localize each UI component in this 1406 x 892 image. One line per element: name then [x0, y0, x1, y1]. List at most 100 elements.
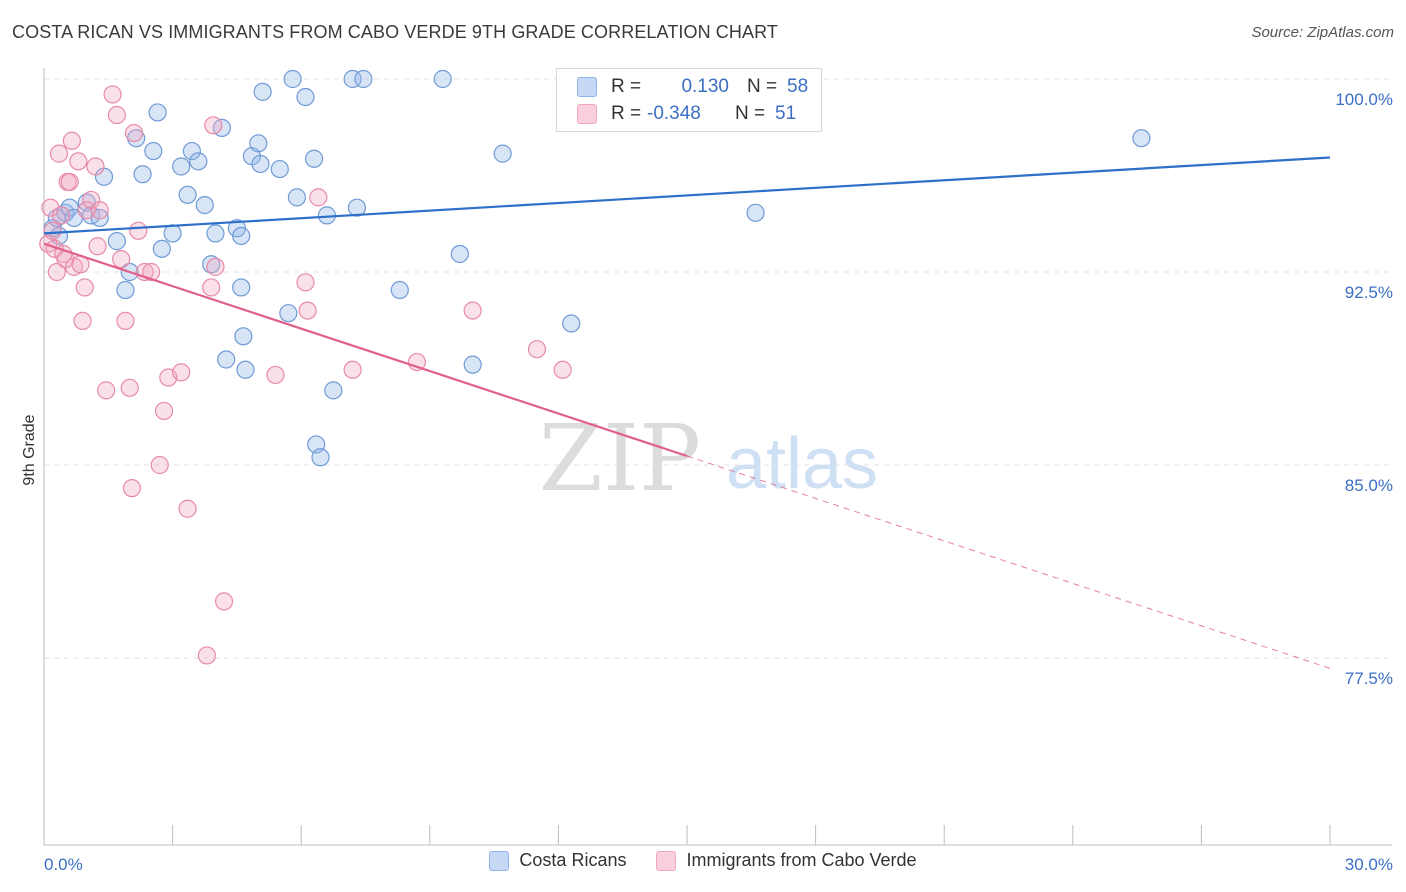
- point-costa-rican: [163, 224, 182, 243]
- point-cabo-verde: [97, 381, 116, 400]
- point-cabo-verde: [527, 340, 547, 359]
- point-cabo-verde: [86, 157, 105, 176]
- point-cabo-verde: [124, 123, 144, 143]
- point-costa-rican: [343, 69, 362, 89]
- point-costa-rican: [107, 232, 126, 251]
- point-costa-rican: [251, 154, 270, 174]
- x-tick-label: 0.0%: [44, 855, 83, 874]
- point-costa-rican: [433, 69, 452, 89]
- source-label: Source: ZipAtlas.com: [1251, 24, 1394, 41]
- point-costa-rican: [324, 381, 343, 400]
- series-legend: Costa Ricans Immigrants from Cabo Verde: [0, 850, 1406, 871]
- point-costa-rican: [493, 144, 512, 163]
- point-costa-rican: [206, 224, 225, 243]
- y-tick-label: 92.5%: [1345, 283, 1393, 302]
- point-cabo-verde: [47, 262, 66, 282]
- legend-swatch-cabo-verde: [656, 850, 677, 871]
- y-tick-label: 85.0%: [1345, 476, 1393, 495]
- trend-line-costa-ricans: [43, 156, 1331, 235]
- point-cabo-verde: [52, 206, 71, 225]
- n-value: 58: [787, 76, 809, 97]
- point-costa-rican: [253, 82, 272, 101]
- point-cabo-verde: [463, 301, 482, 320]
- stats-swatch-costa-ricans: [577, 77, 597, 97]
- point-costa-rican: [148, 103, 167, 122]
- point-costa-rican: [144, 141, 163, 161]
- point-costa-rican: [182, 141, 201, 161]
- point-cabo-verde: [88, 237, 107, 256]
- point-cabo-verde: [75, 278, 94, 297]
- watermark: ZIP atlas: [539, 405, 878, 512]
- n-value: 51: [775, 103, 797, 124]
- r-label: R =: [611, 76, 642, 97]
- point-cabo-verde: [142, 262, 161, 282]
- legend-swatch-costa-ricans: [489, 850, 510, 871]
- point-costa-rican: [249, 134, 268, 153]
- point-costa-rican: [172, 157, 191, 176]
- chart-title: COSTA RICAN VS IMMIGRANTS FROM CABO VERD…: [12, 22, 778, 42]
- axes: [43, 68, 1392, 846]
- point-cabo-verde: [178, 499, 197, 518]
- point-costa-rican: [1132, 129, 1151, 148]
- point-cabo-verde: [129, 221, 148, 240]
- point-costa-rican: [296, 87, 315, 107]
- point-cabo-verde: [43, 221, 62, 240]
- point-cabo-verde: [77, 201, 96, 220]
- legend-item-costa-ricans[interactable]: Costa Ricans: [489, 850, 626, 871]
- point-costa-rican: [116, 280, 135, 300]
- point-costa-rican: [287, 188, 307, 207]
- point-cabo-verde: [60, 172, 79, 192]
- point-costa-rican: [232, 226, 251, 246]
- point-cabo-verde: [202, 278, 221, 297]
- stats-legend: R = 0.130 N = 58 R = -0.348 N = 51: [556, 68, 822, 132]
- point-costa-rican: [279, 304, 298, 323]
- point-cabo-verde: [122, 479, 141, 498]
- point-costa-rican: [463, 355, 482, 374]
- point-costa-rican: [354, 69, 373, 89]
- point-cabo-verde: [214, 592, 234, 611]
- point-cabo-verde: [62, 131, 81, 150]
- point-costa-rican: [195, 195, 214, 215]
- point-cabo-verde: [197, 646, 216, 665]
- legend-label-costa-ricans: Costa Ricans: [519, 850, 627, 870]
- point-costa-rican: [189, 152, 208, 171]
- stats-row-costa-ricans: R = 0.130 N = 58: [577, 75, 808, 99]
- watermark-zip: ZIP: [539, 405, 701, 512]
- point-cabo-verde: [206, 257, 225, 276]
- point-costa-rican: [746, 203, 765, 222]
- point-cabo-verde: [172, 363, 191, 382]
- point-costa-rican: [390, 280, 409, 300]
- point-cabo-verde: [69, 152, 88, 171]
- point-cabo-verde: [266, 365, 285, 385]
- r-label: R =: [611, 103, 642, 124]
- data-points: [39, 69, 1151, 665]
- point-cabo-verde: [150, 455, 169, 475]
- point-costa-rican: [217, 350, 236, 369]
- point-cabo-verde: [112, 250, 131, 269]
- point-cabo-verde: [298, 301, 317, 320]
- stats-swatch-cabo-verde: [577, 104, 597, 124]
- r-value: 0.130: [681, 76, 729, 97]
- point-cabo-verde: [73, 311, 92, 330]
- point-costa-rican: [450, 244, 469, 264]
- n-label: N =: [747, 76, 778, 97]
- point-costa-rican: [133, 165, 152, 184]
- point-costa-rican: [311, 448, 330, 467]
- stats-row-cabo-verde: R = -0.348 N = 51: [577, 102, 796, 126]
- trend-line-cabo-verde-extension: [686, 455, 1331, 669]
- point-costa-rican: [283, 69, 302, 89]
- r-value: -0.348: [647, 103, 701, 124]
- point-cabo-verde: [90, 201, 109, 220]
- legend-item-cabo-verde[interactable]: Immigrants from Cabo Verde: [656, 850, 917, 871]
- point-cabo-verde: [103, 85, 122, 104]
- point-cabo-verde: [204, 116, 223, 135]
- point-cabo-verde: [309, 188, 328, 207]
- y-tick-label: 100.0%: [1335, 90, 1393, 109]
- point-costa-rican: [347, 198, 367, 217]
- point-costa-rican: [304, 149, 324, 168]
- point-cabo-verde: [116, 311, 135, 330]
- point-costa-rican: [562, 314, 581, 333]
- point-costa-rican: [234, 327, 253, 346]
- point-cabo-verde: [343, 360, 362, 379]
